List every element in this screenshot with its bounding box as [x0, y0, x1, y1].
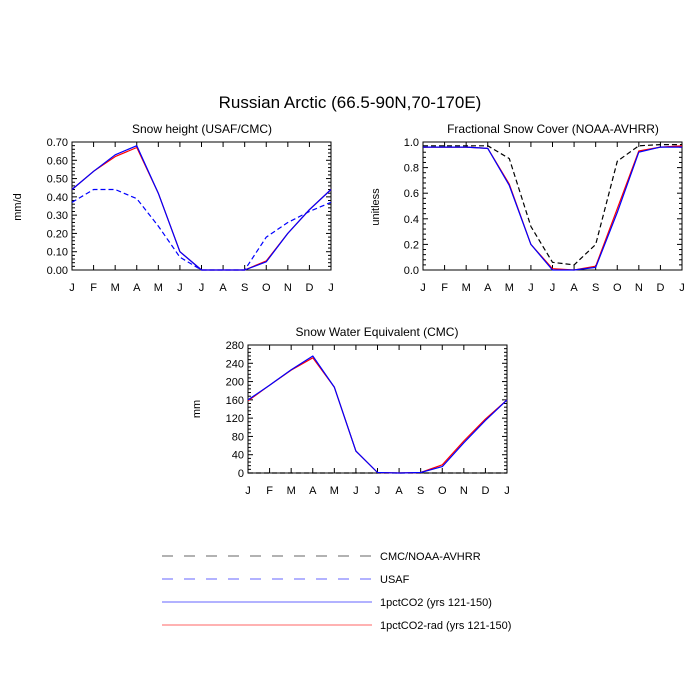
- y-tick-label: 240: [226, 358, 244, 370]
- series-line: [247, 357, 508, 474]
- y-tick-label: 0.2: [404, 239, 419, 251]
- x-tick-label: J: [69, 282, 75, 294]
- y-tick-label: 0.70: [47, 137, 68, 149]
- y-tick-label: 0.0: [404, 265, 419, 277]
- y-tick-label: 0.4: [404, 214, 419, 226]
- y-tick-label: 280: [226, 340, 244, 352]
- x-tick-label: D: [305, 282, 313, 294]
- legend-label: CMC/NOAA-AVHRR: [380, 551, 481, 563]
- x-tick-label: O: [613, 282, 622, 294]
- x-tick-label: M: [154, 282, 163, 294]
- panel-fractional-snow-cover: Fractional Snow Cover (NOAA-AVHRR) unitl…: [370, 122, 685, 294]
- x-tick-label: A: [395, 485, 403, 497]
- legend-label: USAF: [380, 574, 410, 586]
- y-tick-label: 0: [238, 468, 244, 480]
- y-tick-label: 40: [232, 450, 244, 462]
- x-tick-label: M: [287, 485, 296, 497]
- x-tick-label: D: [656, 282, 664, 294]
- y-tick-label: 0.10: [47, 247, 68, 259]
- y-axis-label: unitless: [370, 188, 382, 226]
- plot-frame: [422, 141, 683, 271]
- series-line: [71, 145, 332, 271]
- x-tick-label: N: [284, 282, 292, 294]
- x-tick-label: A: [309, 485, 317, 497]
- x-tick-label: N: [635, 282, 643, 294]
- x-tick-label: J: [177, 282, 183, 294]
- x-tick-label: S: [592, 282, 599, 294]
- x-tick-label: O: [438, 485, 447, 497]
- panel-snow-water-equivalent: Snow Water Equivalent (CMC) mm 0 40 80 120 1…: [191, 325, 510, 497]
- x-tick-label: M: [330, 485, 339, 497]
- x-tick-label: J: [199, 282, 205, 294]
- panel-title: Snow height (USAF/CMC): [132, 122, 272, 136]
- y-tick-label: 200: [226, 377, 244, 389]
- legend-label: 1pctCO2-rad (yrs 121-150): [380, 620, 511, 632]
- series-line: [71, 146, 332, 271]
- series-line: [423, 145, 683, 271]
- x-tick-label: J: [328, 282, 334, 294]
- x-tick-label: F: [90, 282, 97, 294]
- x-tick-label: J: [528, 282, 534, 294]
- x-tick-label: M: [462, 282, 471, 294]
- y-axis-label: mm/d: [12, 193, 24, 221]
- series-line: [423, 144, 682, 266]
- figure-title: Russian Arctic (66.5-90N,70-170E): [219, 93, 482, 112]
- x-tick-label: S: [241, 282, 248, 294]
- x-tick-label: J: [353, 485, 359, 497]
- x-tick-label: S: [417, 485, 424, 497]
- series-line: [247, 355, 508, 474]
- y-tick-label: 0.6: [404, 188, 419, 200]
- y-tick-label: 160: [226, 395, 244, 407]
- x-tick-label: N: [460, 485, 468, 497]
- series-line: [71, 188, 332, 271]
- y-tick-label: 0.40: [47, 192, 68, 204]
- x-tick-label: A: [484, 282, 492, 294]
- y-tick-label: 1.0: [404, 137, 419, 149]
- panel-title: Snow Water Equivalent (CMC): [296, 325, 459, 339]
- legend: CMC/NOAA-AVHRR USAF 1pctCO2 (yrs 121-150) 1…: [162, 551, 511, 632]
- panel-snow-height: Snow height (USAF/CMC) mm/d 0.00 0.10 0.20…: [12, 122, 334, 294]
- x-tick-label: J: [245, 485, 251, 497]
- x-tick-label: F: [266, 485, 273, 497]
- x-tick-label: A: [133, 282, 141, 294]
- y-tick-label: 120: [226, 413, 244, 425]
- x-tick-label: D: [481, 485, 489, 497]
- y-tick-label: 0.20: [47, 228, 68, 240]
- x-tick-label: J: [375, 485, 381, 497]
- y-tick-label: 0.50: [47, 174, 68, 186]
- legend-label: 1pctCO2 (yrs 121-150): [380, 597, 492, 609]
- x-tick-label: F: [441, 282, 448, 294]
- plot-frame: [247, 344, 508, 474]
- x-tick-label: M: [505, 282, 514, 294]
- x-tick-label: A: [570, 282, 578, 294]
- x-tick-label: O: [262, 282, 271, 294]
- x-tick-label: J: [420, 282, 426, 294]
- x-tick-label: J: [504, 485, 510, 497]
- y-tick-label: 0.30: [47, 210, 68, 222]
- y-tick-label: 80: [232, 431, 244, 443]
- y-tick-label: 0.00: [47, 265, 68, 277]
- x-tick-label: J: [550, 282, 556, 294]
- x-tick-label: M: [111, 282, 120, 294]
- y-tick-label: 0.60: [47, 155, 68, 167]
- y-tick-label: 0.8: [404, 163, 419, 175]
- series-line: [423, 146, 682, 271]
- y-axis-label: mm: [191, 400, 203, 418]
- x-tick-label: J: [679, 282, 685, 294]
- plot-frame: [71, 141, 332, 271]
- panel-title: Fractional Snow Cover (NOAA-AVHRR): [447, 122, 659, 136]
- x-tick-label: A: [219, 282, 227, 294]
